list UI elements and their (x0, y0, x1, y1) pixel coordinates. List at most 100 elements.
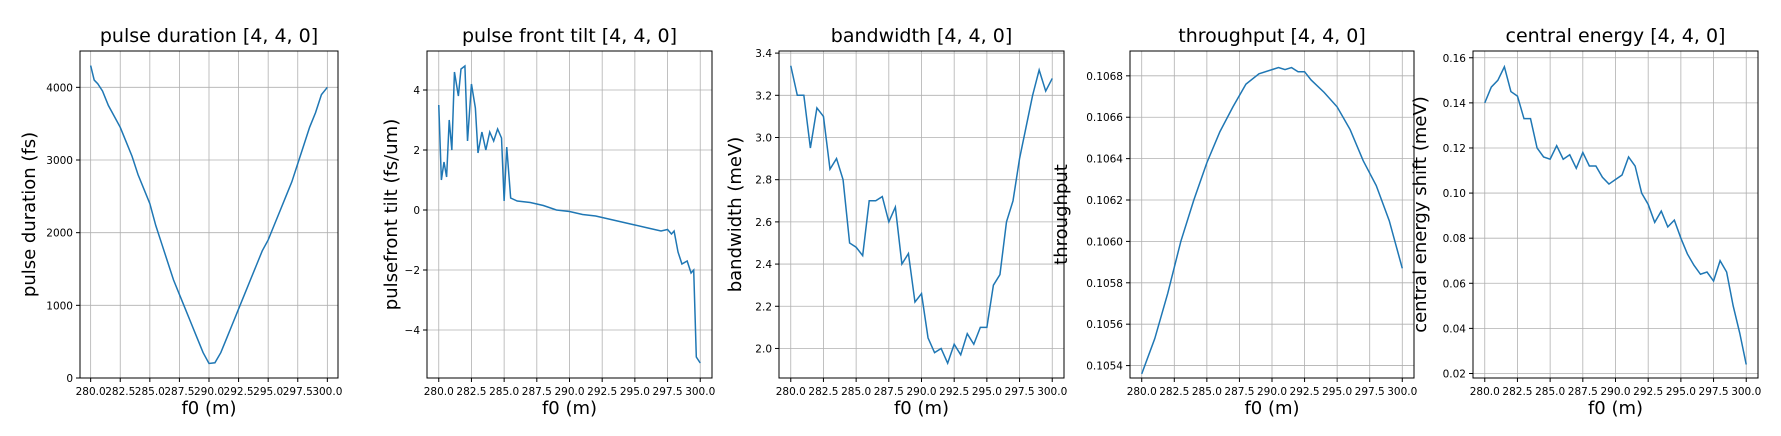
y-tick-label: 0.1068 (1086, 71, 1123, 83)
y-tick-label: 0.12 (1443, 143, 1466, 155)
x-tick-label: 292.5 (939, 386, 969, 398)
chart-panel-1: 280.0 282.5 285.0 287.5 290.0 292.5 295.0 297.5… (19, 25, 342, 419)
x-tick-label: 285.0 (1535, 386, 1565, 398)
x-tick-label: 287.5 (874, 386, 904, 398)
x-tick-label: 280.0 (76, 386, 106, 398)
y-tick-label: 0.04 (1443, 323, 1467, 335)
y-axis-label: central energy shift (meV) (1410, 96, 1431, 333)
y-tick-label: 3.2 (755, 90, 772, 102)
y-axis-label: bandwidth (meV) (725, 137, 746, 293)
y-tick-label: 0.06 (1443, 278, 1467, 290)
x-tick-label: 292.5 (224, 386, 254, 398)
plot-frame (1472, 50, 1759, 379)
x-tick-label: 290.0 (194, 386, 224, 398)
y-tick-label: 0.02 (1443, 368, 1466, 380)
chart-title: throughput [4, 4, 0] (1178, 25, 1366, 47)
x-tick-label: 290.0 (1257, 386, 1287, 398)
y-tick-label: −4 (405, 325, 421, 337)
x-tick-label: 282.5 (456, 386, 486, 398)
x-tick-label: 300.0 (1387, 386, 1417, 398)
x-axis-label: f0 (m) (894, 398, 949, 419)
x-tick-label: 285.0 (841, 386, 871, 398)
x-tick-label: 280.0 (776, 386, 806, 398)
x-axis-label: f0 (m) (542, 398, 597, 419)
y-tick-label: 0.1056 (1086, 319, 1123, 331)
plot-frame (426, 50, 713, 379)
chart-panel-3: 280.0 282.5 285.0 287.5 290.0 292.5 295.0 297.5… (725, 25, 1067, 419)
x-tick-label: 295.0 (253, 386, 283, 398)
y-tick-label: 0.1060 (1086, 236, 1123, 248)
y-tick-label: 2.4 (755, 259, 772, 271)
chart-title: bandwidth [4, 4, 0] (831, 25, 1012, 47)
x-axis-label: f0 (m) (1244, 398, 1299, 419)
x-tick-label: 295.0 (972, 386, 1002, 398)
x-tick-label: 300.0 (685, 386, 715, 398)
series-line (1484, 64, 1747, 365)
y-tick-label: 2.2 (755, 301, 772, 313)
x-tick-label: 282.5 (1159, 386, 1189, 398)
x-tick-label: 282.5 (808, 386, 838, 398)
x-tick-label: 280.0 (1127, 386, 1157, 398)
x-tick-label: 295.0 (620, 386, 650, 398)
x-tick-label: 287.5 (522, 386, 552, 398)
y-tick-label: 0.1062 (1086, 195, 1123, 207)
x-tick-label: 295.0 (1666, 386, 1696, 398)
y-axis-label: pulsefront tilt (fs/um) (381, 119, 402, 310)
y-tick-label: 3.4 (755, 48, 772, 60)
x-tick-label: 287.5 (1568, 386, 1598, 398)
chart-title: central energy [4, 4, 0] (1506, 25, 1726, 47)
y-tick-label: 1000 (46, 300, 73, 312)
y-axis-label: throughput (1051, 164, 1072, 265)
y-tick-label: 0.10 (1443, 188, 1466, 200)
chart-panel-2: 280.0 282.5 285.0 287.5 290.0 292.5 295.0 297.5… (381, 25, 715, 419)
x-tick-label: 297.5 (1005, 386, 1035, 398)
x-tick-label: 292.5 (1290, 386, 1320, 398)
y-tick-label: 3000 (46, 155, 73, 167)
x-tick-label: 290.0 (554, 386, 584, 398)
y-tick-label: 0.1054 (1086, 361, 1123, 373)
series-line (89, 65, 328, 365)
y-tick-label: 2.6 (755, 217, 772, 229)
y-tick-label: 3.0 (755, 132, 772, 144)
x-tick-label: 290.0 (906, 386, 936, 398)
y-tick-label: 4 (413, 85, 420, 97)
y-tick-label: 0.14 (1443, 98, 1467, 110)
x-tick-label: 280.0 (1470, 386, 1500, 398)
x-tick-label: 292.5 (1633, 386, 1663, 398)
x-tick-label: 282.5 (105, 386, 135, 398)
x-tick-label: 285.0 (135, 386, 165, 398)
x-tick-label: 297.5 (1355, 386, 1385, 398)
chart-panel-4: 280.0 282.5 285.0 287.5 290.0 292.5 295.0 297.5… (1051, 25, 1417, 419)
y-tick-label: 0 (413, 205, 420, 217)
y-tick-label: −2 (405, 265, 420, 277)
y-tick-label: 2.8 (755, 175, 772, 187)
series-line (790, 65, 1053, 366)
chart-title: pulse front tilt [4, 4, 0] (462, 25, 677, 47)
y-tick-label: 2000 (46, 228, 73, 240)
x-tick-label: 285.0 (489, 386, 519, 398)
y-tick-label: 0.1066 (1086, 112, 1123, 124)
y-tick-label: 0.1064 (1086, 154, 1123, 166)
x-tick-label: 297.5 (283, 386, 313, 398)
x-tick-label: 300.0 (312, 386, 342, 398)
x-tick-label: 300.0 (1731, 386, 1761, 398)
x-axis-label: f0 (m) (181, 398, 236, 419)
x-tick-label: 282.5 (1502, 386, 1532, 398)
x-tick-label: 300.0 (1037, 386, 1067, 398)
x-tick-label: 297.5 (1699, 386, 1729, 398)
x-tick-label: 280.0 (424, 386, 454, 398)
y-tick-label: 0.08 (1443, 233, 1466, 245)
y-tick-label: 0.1058 (1086, 278, 1123, 290)
x-axis-label: f0 (m) (1588, 398, 1643, 419)
y-tick-label: 4000 (46, 82, 73, 94)
y-tick-label: 0 (66, 373, 73, 385)
plot-frame (778, 50, 1065, 379)
x-tick-label: 295.0 (1322, 386, 1352, 398)
chart-panel-5: 280.0 282.5 285.0 287.5 290.0 292.5 295.0 297.5… (1410, 25, 1761, 419)
series-line (438, 64, 701, 364)
x-tick-label: 297.5 (653, 386, 683, 398)
y-axis-label: pulse duration (fs) (19, 132, 40, 297)
y-tick-label: 0.16 (1443, 53, 1467, 65)
